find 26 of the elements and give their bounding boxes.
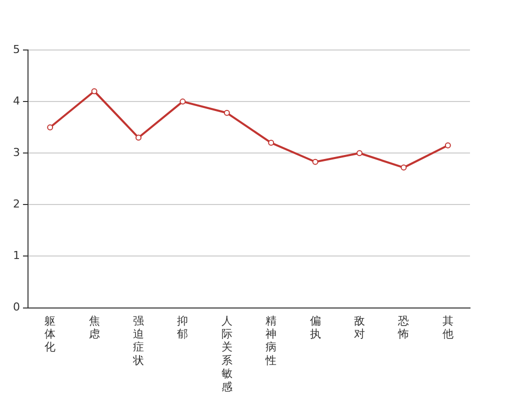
x-tick-label: 恐怖 bbox=[397, 314, 410, 340]
x-tick-label: 敌对 bbox=[354, 314, 365, 340]
point bbox=[224, 110, 230, 116]
y-tick-label: 5 bbox=[13, 42, 20, 56]
point bbox=[268, 140, 274, 146]
y-tick-label: 0 bbox=[13, 300, 20, 314]
point bbox=[91, 88, 98, 94]
x-tick-label: 人际关系敏感 bbox=[221, 314, 232, 394]
y-tick-label: 2 bbox=[13, 198, 20, 211]
x-tick-label: 偏执 bbox=[310, 314, 321, 340]
point bbox=[180, 98, 186, 105]
point bbox=[400, 164, 407, 171]
point bbox=[47, 124, 54, 130]
y-tick-label: 4 bbox=[13, 94, 20, 108]
y-tick-label: 1 bbox=[13, 249, 20, 262]
x-tick-label: 其他 bbox=[442, 314, 454, 340]
x-tick-label: 抑郁 bbox=[177, 314, 188, 340]
x-tick-label: 强迫症状 bbox=[132, 314, 144, 367]
x-tick-label: 精神病性 bbox=[264, 314, 277, 367]
x-tick-label: 焦虑 bbox=[88, 314, 100, 340]
point bbox=[136, 134, 142, 141]
point bbox=[356, 150, 362, 156]
point bbox=[444, 142, 451, 148]
x-tick-label: 躯体化 bbox=[44, 314, 56, 354]
point bbox=[312, 158, 318, 165]
y-tick-label: 3 bbox=[13, 146, 20, 159]
